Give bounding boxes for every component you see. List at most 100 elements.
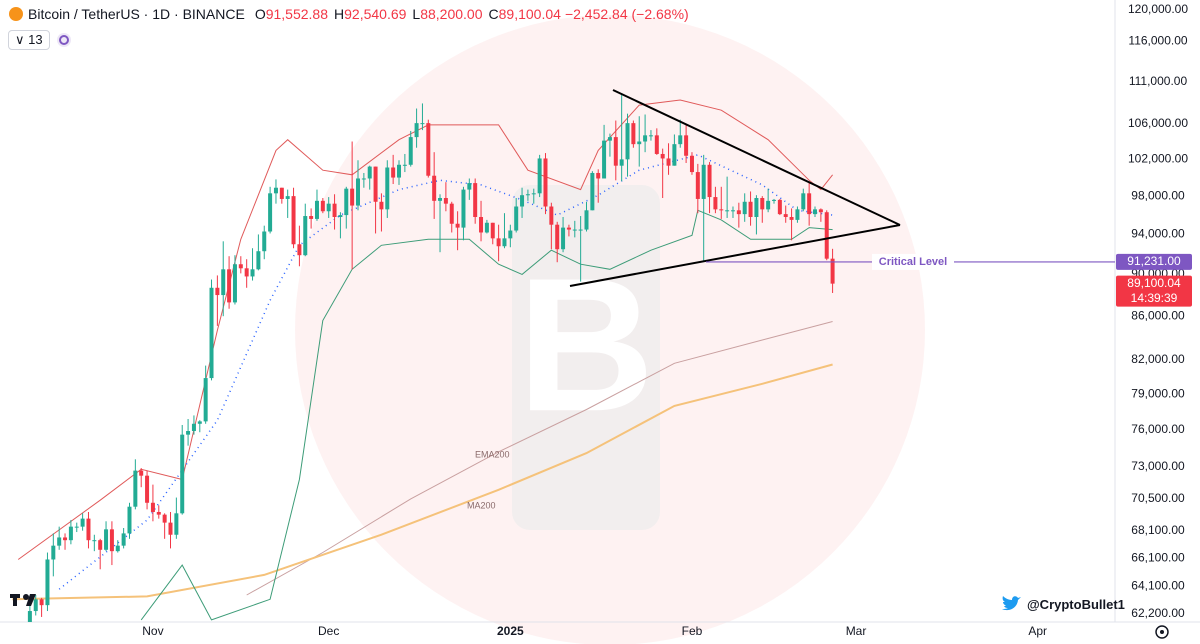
y-tick-label: 86,000.00 bbox=[1131, 308, 1185, 322]
candle-body bbox=[484, 222, 489, 233]
y-tick-label: 111,000.00 bbox=[1129, 74, 1188, 88]
candle-body bbox=[92, 540, 97, 542]
candle-body bbox=[438, 198, 443, 201]
candle-body bbox=[291, 196, 296, 245]
level-label: Critical Level bbox=[879, 256, 947, 268]
candle-body bbox=[801, 193, 806, 210]
candle-body bbox=[326, 203, 331, 212]
candle-body bbox=[39, 599, 44, 606]
candle-body bbox=[355, 178, 360, 206]
candle-body bbox=[637, 141, 642, 145]
candle-body bbox=[51, 545, 56, 560]
candle-body bbox=[502, 238, 507, 247]
watermark-handle: @CryptoBullet1 bbox=[1000, 594, 1125, 614]
x-tick-label: Dec bbox=[318, 624, 339, 638]
candle-body bbox=[150, 502, 155, 512]
tv-logo bbox=[10, 594, 36, 606]
candle-body bbox=[221, 269, 226, 296]
ohlc-key: C bbox=[488, 6, 499, 22]
x-tick-label: Nov bbox=[142, 624, 163, 638]
candle-body bbox=[232, 264, 237, 303]
candle-body bbox=[754, 198, 759, 217]
candle-body bbox=[672, 144, 677, 166]
y-tick-label: 94,000.00 bbox=[1131, 227, 1185, 241]
ma-label: MA200 bbox=[467, 500, 496, 510]
candle-body bbox=[121, 533, 126, 546]
price-tag bbox=[1116, 275, 1192, 307]
candle-body bbox=[244, 268, 249, 277]
candle-body bbox=[397, 164, 402, 178]
candle-body bbox=[227, 269, 232, 303]
candle-body bbox=[408, 137, 413, 165]
price-tag-label: 89,100.04 bbox=[1127, 276, 1181, 290]
candle-body bbox=[742, 201, 747, 215]
y-tick-label: 66,100.00 bbox=[1131, 550, 1185, 564]
candle-body bbox=[607, 137, 612, 141]
candle-body bbox=[766, 200, 771, 210]
ohlc-value: 92,540.69 bbox=[344, 6, 407, 22]
candle-body bbox=[332, 203, 337, 217]
candle-body bbox=[496, 238, 501, 247]
candle-body bbox=[197, 421, 202, 424]
candle-body bbox=[104, 529, 109, 550]
overlay-line bbox=[12, 363, 833, 601]
candle-body bbox=[344, 188, 349, 216]
y-tick-label: 64,100.00 bbox=[1131, 579, 1185, 593]
ohlc-value: 89,100.04 bbox=[498, 6, 561, 22]
candle-body bbox=[525, 194, 530, 196]
candle-body bbox=[109, 529, 114, 552]
candle-body bbox=[449, 203, 454, 224]
plot bbox=[12, 93, 835, 622]
candle-body bbox=[689, 155, 694, 173]
candle-body bbox=[713, 197, 718, 210]
coin-icon bbox=[9, 7, 23, 21]
candle-body bbox=[63, 537, 68, 541]
candle-body bbox=[725, 210, 730, 212]
legend-header: Bitcoin / TetherUS · 1D · BINANCE O91,55… bbox=[8, 6, 689, 22]
indicator-toggle[interactable]: ∨ 13 bbox=[8, 30, 50, 50]
candle-body bbox=[467, 183, 472, 190]
level-tag-label: 91,231.00 bbox=[1127, 254, 1181, 268]
settings-icon[interactable] bbox=[1155, 625, 1169, 639]
candle-body bbox=[385, 167, 390, 210]
candle-body bbox=[643, 135, 648, 142]
indicator-icon[interactable] bbox=[56, 32, 72, 48]
candle-body bbox=[262, 231, 267, 252]
x-tick-label: Apr bbox=[1028, 624, 1047, 638]
candle-body bbox=[684, 135, 689, 156]
candle-body bbox=[361, 178, 366, 180]
candle-body bbox=[824, 212, 829, 259]
candle-body bbox=[203, 378, 208, 422]
candle-body bbox=[414, 123, 419, 138]
candle-body bbox=[613, 137, 618, 166]
candle-body bbox=[180, 434, 185, 514]
ohlc-key: L bbox=[412, 6, 421, 22]
candle-body bbox=[748, 201, 753, 217]
candle-body bbox=[285, 196, 290, 199]
candle-body bbox=[186, 431, 191, 435]
candle-body bbox=[402, 164, 407, 166]
candle-body bbox=[479, 216, 484, 233]
candle-body bbox=[508, 230, 513, 239]
candle-body bbox=[279, 187, 284, 199]
candle-body bbox=[45, 559, 50, 606]
candle-body bbox=[473, 183, 478, 217]
candle-body bbox=[818, 209, 823, 213]
candle-body bbox=[561, 227, 566, 250]
candle-body bbox=[127, 506, 132, 534]
candle-body bbox=[531, 193, 536, 195]
candle-body bbox=[830, 258, 835, 284]
candle-body bbox=[238, 264, 243, 269]
candle-body bbox=[572, 229, 577, 231]
candle-body bbox=[373, 166, 378, 202]
candle-body bbox=[666, 158, 671, 166]
candle-body bbox=[461, 189, 466, 228]
overlay-line bbox=[140, 209, 833, 621]
indicator-count: 13 bbox=[28, 32, 43, 47]
candle-body bbox=[807, 193, 812, 215]
ohlc-value: 91,552.88 bbox=[265, 6, 328, 22]
indicators: ∨ 13 bbox=[8, 30, 72, 50]
watermark-letter: B bbox=[517, 239, 654, 451]
candle-body bbox=[303, 216, 308, 256]
